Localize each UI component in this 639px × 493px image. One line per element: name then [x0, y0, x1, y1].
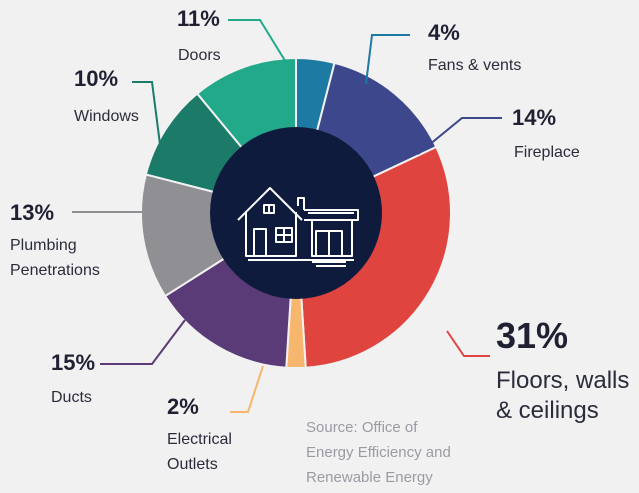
slice-pct-label-1: 14% [512, 105, 556, 130]
slice-name-label-6-0: Windows [74, 108, 139, 125]
leader-line-1 [417, 117, 502, 155]
slice-pct-label-2: 31% [496, 315, 568, 356]
source-note-line-0: Source: Office of [306, 419, 418, 436]
slice-pct-label-6: 10% [74, 66, 118, 91]
slice-pct-label-7: 11% [177, 6, 220, 31]
slice-pct-label-5: 13% [10, 200, 54, 225]
slice-name-label-2-0: Floors, walls [496, 367, 629, 394]
leader-line-4 [100, 319, 186, 365]
leader-lines-group [72, 19, 502, 413]
labels-group: 4% Fans & vents 14% Fireplace 31% Floors, wal… [10, 6, 629, 486]
slice-name-label-5-1: Penetrations [10, 262, 100, 279]
leader-line-6 [132, 81, 163, 161]
leader-line-2 [446, 330, 490, 357]
house-icon [237, 187, 359, 267]
slice-pct-label-0: 4% [428, 20, 460, 45]
slice-name-label-4-0: Ducts [51, 389, 92, 406]
slice-name-label-2-1: & ceilings [496, 397, 599, 424]
slices-group [140, 56, 452, 369]
slice-name-label-1-0: Fireplace [514, 144, 580, 161]
leader-line-0 [365, 34, 410, 85]
leader-line-3 [230, 365, 264, 413]
slice-name-label-3-1: Outlets [167, 456, 218, 473]
slice-name-label-5-0: Plumbing [10, 237, 77, 254]
slice-name-label-3-0: Electrical [167, 431, 232, 448]
leader-line-7 [228, 19, 293, 73]
slice-pct-label-4: 15% [51, 350, 95, 375]
source-note-line-1: Energy Efficiency and [306, 444, 451, 461]
source-note-line-2: Renewable Energy [306, 469, 433, 486]
slice-name-label-7-0: Doors [178, 47, 221, 64]
slice-name-label-0-0: Fans & vents [428, 57, 521, 74]
slice-pct-label-3: 2% [167, 394, 199, 419]
